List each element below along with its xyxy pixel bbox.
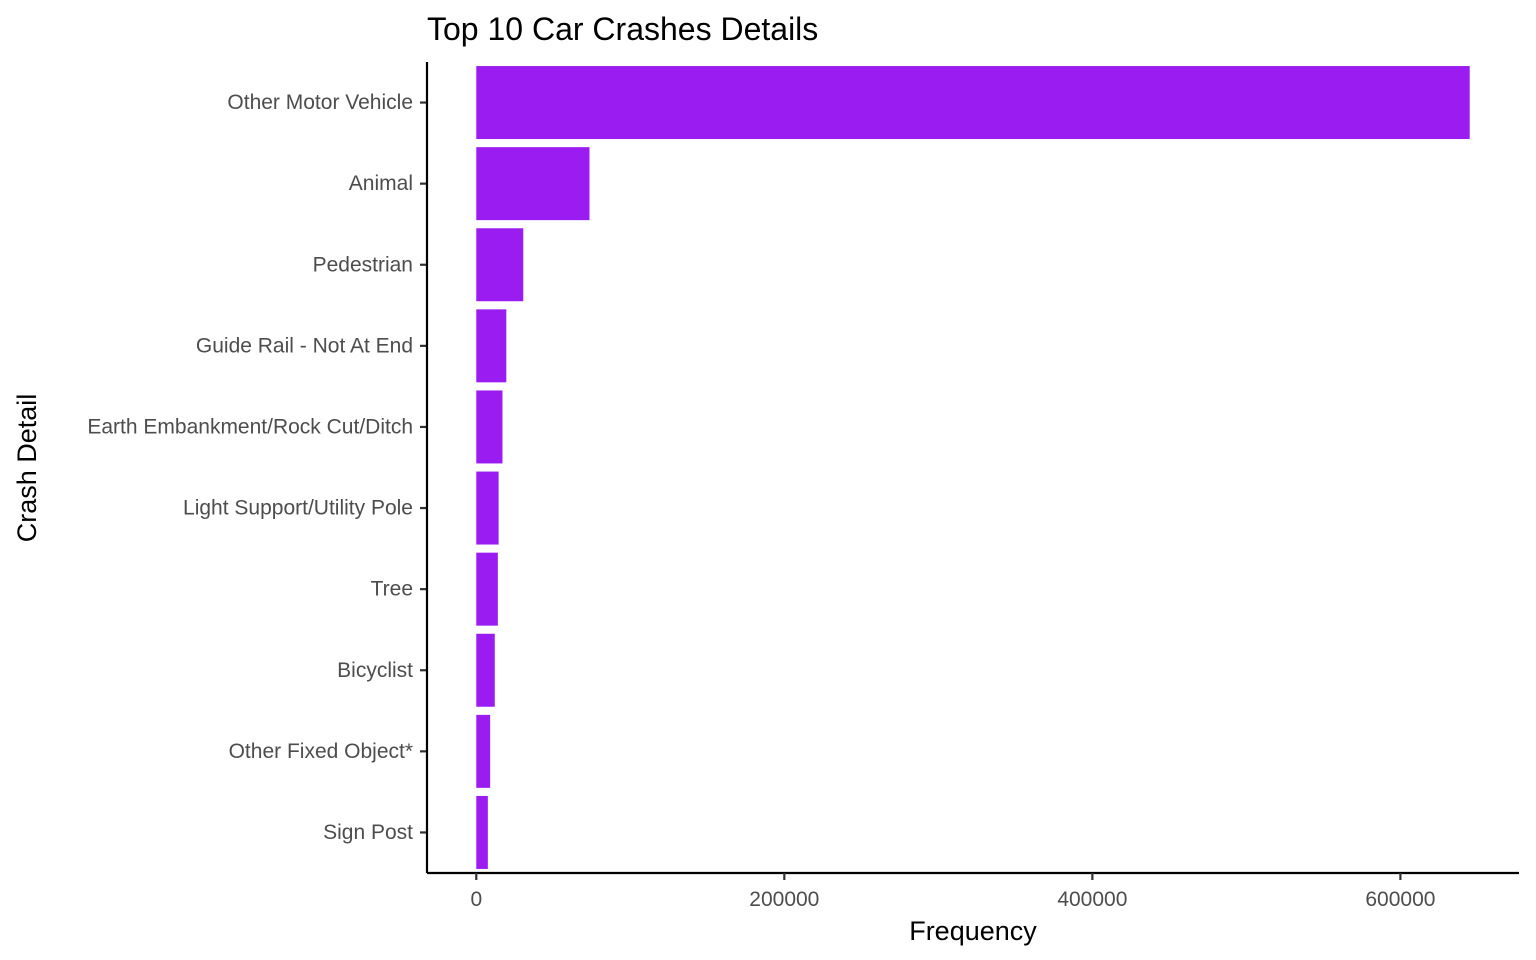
y-tick-label: Tree — [371, 578, 413, 601]
bar — [476, 66, 1470, 140]
bars-group — [476, 66, 1470, 869]
bar — [476, 795, 488, 869]
y-tick-label: Other Fixed Object* — [229, 740, 413, 763]
y-tick-label: Bicyclist — [337, 659, 413, 682]
y-tick-label: Pedestrian — [313, 253, 413, 276]
x-tick-label: 400000 — [1057, 888, 1127, 911]
bar — [476, 552, 498, 626]
x-axis: 0 200000 400000 600000 — [427, 871, 1519, 911]
bar — [476, 471, 499, 545]
bar — [476, 228, 524, 302]
bar — [476, 309, 507, 383]
x-tick-label: 200000 — [749, 888, 819, 911]
x-axis-title: Frequency — [909, 916, 1037, 946]
x-tick-label: 600000 — [1365, 888, 1435, 911]
bar — [476, 390, 503, 464]
y-axis: Other Motor Vehicle Animal Pedestrian Guide… — [87, 62, 429, 873]
y-axis-title: Crash Detail — [12, 394, 42, 543]
y-tick-label: Animal — [349, 172, 413, 195]
y-tick-label: Light Support/Utility Pole — [183, 497, 413, 520]
y-tick-label: Guide Rail - Not At End — [196, 334, 413, 357]
y-tick-label: Earth Embankment/Rock Cut/Ditch — [87, 415, 413, 438]
bar — [476, 147, 590, 221]
chart-title: Top 10 Car Crashes Details — [427, 11, 818, 47]
y-tick-label: Sign Post — [323, 821, 413, 844]
bar — [476, 714, 491, 788]
bar — [476, 633, 495, 707]
x-tick-label: 0 — [470, 888, 482, 911]
y-tick-label: Other Motor Vehicle — [227, 91, 413, 114]
